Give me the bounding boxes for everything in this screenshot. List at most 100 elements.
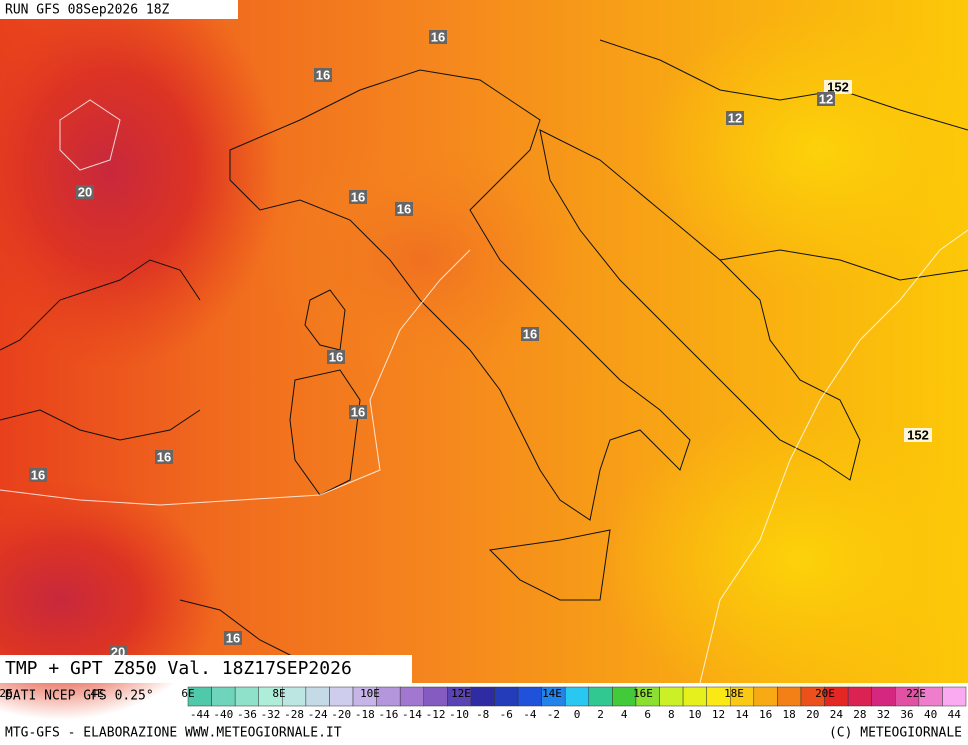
scale-label: 28 (853, 708, 866, 721)
label-box (824, 80, 852, 94)
scale-label: -32 (261, 708, 281, 721)
longitude-label: 8E (272, 687, 285, 700)
scale-label: -24 (308, 708, 328, 721)
contour-label: 16 (157, 449, 171, 464)
label-box (395, 202, 413, 216)
scale-swatch (329, 686, 354, 707)
label-box (726, 111, 744, 125)
scale-label: -18 (355, 708, 375, 721)
scale-swatch (282, 686, 307, 707)
contour-label: 16 (329, 349, 343, 364)
label-box (224, 631, 242, 645)
scale-label: -2 (547, 708, 560, 721)
scale-label: 40 (924, 708, 937, 721)
scale-swatch (847, 686, 872, 707)
scale-label: -10 (449, 708, 469, 721)
label-box (314, 68, 332, 82)
contour-label: 152 (907, 427, 929, 442)
scale-label: -44 (190, 708, 210, 721)
run-header: RUN GFS 08Sep2026 18Z (5, 3, 170, 18)
scale-label: 12 (712, 708, 725, 721)
label-box (429, 30, 447, 44)
scale-label: 18 (783, 708, 796, 721)
scale-swatch (588, 686, 613, 707)
scale-swatch (211, 686, 236, 707)
scale-label: 2 (597, 708, 604, 721)
map-title: TMP + GPT Z850 Val. 18Z17SEP2026 (5, 658, 352, 679)
scale-swatch (305, 686, 330, 707)
scale-label: -20 (331, 708, 351, 721)
scale-label: 6 (644, 708, 651, 721)
longitude-label: 20E (815, 687, 835, 700)
title-box (0, 655, 412, 683)
scale-label: 14 (735, 708, 749, 721)
scale-swatch (682, 686, 707, 707)
longitude-label: 22E (906, 687, 926, 700)
scale-swatch (399, 686, 425, 707)
contour-label: 16 (431, 29, 445, 44)
label-box (29, 468, 47, 482)
scale-label: -28 (284, 708, 304, 721)
contour-label: 16 (316, 67, 330, 82)
contour-label: 16 (351, 189, 365, 204)
scale-label: -14 (402, 708, 422, 721)
contour-label: 12 (819, 91, 833, 106)
longitude-label: 16E (633, 687, 653, 700)
header-box (0, 0, 238, 19)
label-box (521, 327, 539, 341)
scale-label: 36 (900, 708, 913, 721)
scale-label: 20 (806, 708, 819, 721)
map-area (0, 0, 968, 720)
label-box (904, 428, 932, 442)
scale-label: 10 (688, 708, 701, 721)
scale-label: 16 (759, 708, 772, 721)
footer-right: (C) METEOGIORNALE (829, 726, 962, 741)
contour-label: 16 (226, 630, 240, 645)
footer-left: MTG-GFS - ELABORAZIONE WWW.METEOGIORNALE… (5, 726, 342, 741)
color-scale: -44 -40 -36 -32 -28 -24 -20 -18 -16 -14 -12 -10 -8 -6… (0, 686, 967, 721)
longitude-label: 14E (542, 687, 562, 700)
longitude-label: 12E (451, 687, 471, 700)
scale-swatch (564, 686, 590, 707)
scale-swatch (423, 686, 448, 707)
label-box (349, 405, 367, 419)
scale-swatch (470, 686, 495, 707)
scale-label: -36 (237, 708, 257, 721)
scale-label: 44 (948, 708, 962, 721)
scale-label: -16 (378, 708, 398, 721)
scale-label: -40 (213, 708, 233, 721)
contour-label: 16 (351, 404, 365, 419)
scale-label: 0 (574, 708, 581, 721)
longitude-label: 2E (0, 687, 13, 700)
scale-swatch (234, 686, 259, 707)
label-box (327, 350, 345, 364)
label-box (155, 450, 173, 464)
longitude-label: 4E (90, 687, 103, 700)
contour-label: 152 (827, 79, 849, 94)
label-box (76, 185, 94, 199)
scale-label: 8 (668, 708, 675, 721)
scale-label: -4 (523, 708, 537, 721)
scale-swatch (942, 686, 967, 707)
longitude-label: 10E (360, 687, 380, 700)
longitude-label: 6E (181, 687, 194, 700)
scale-swatch (517, 686, 542, 707)
label-box (349, 190, 367, 204)
contour-label: 12 (728, 110, 742, 125)
scale-swatch (871, 686, 896, 707)
scale-swatch (494, 686, 519, 707)
scale-label: -6 (500, 708, 513, 721)
scale-label: 24 (830, 708, 844, 721)
scale-label: -8 (476, 708, 489, 721)
contour-label: 16 (523, 326, 537, 341)
scale-swatch (659, 686, 684, 707)
scale-label: 4 (621, 708, 628, 721)
scale-swatch (777, 686, 802, 707)
contour-label: 16 (397, 201, 411, 216)
scale-swatch (753, 686, 778, 707)
scale-swatch (376, 686, 401, 707)
longitude-label: 18E (724, 687, 744, 700)
scale-label: 32 (877, 708, 890, 721)
source-text: DATI NCEP GFS 0.25° (5, 689, 154, 704)
